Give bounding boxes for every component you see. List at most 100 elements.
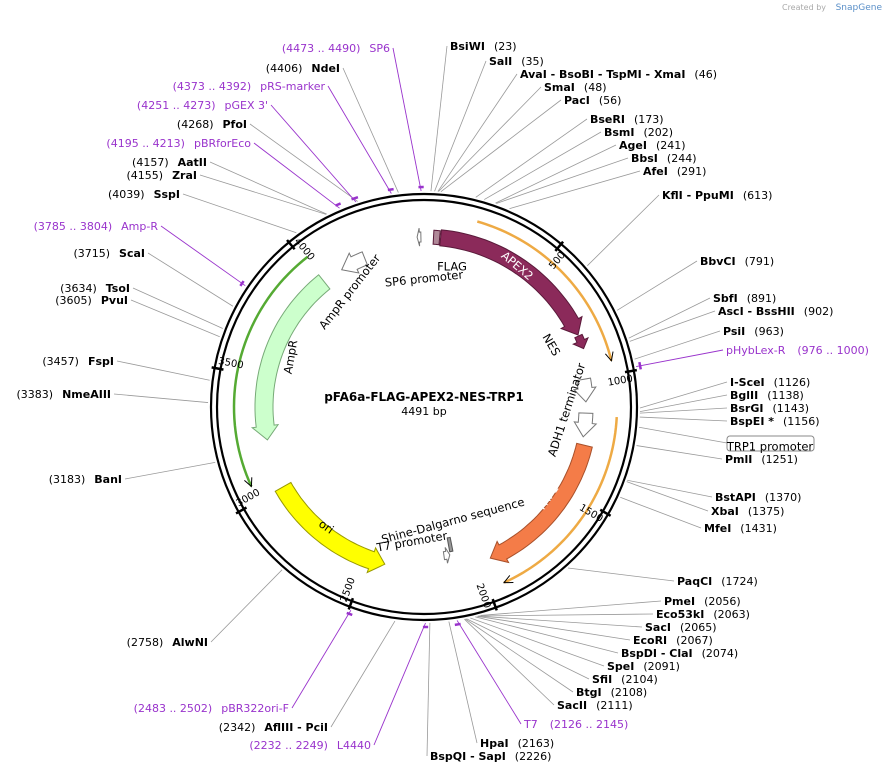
site-leader — [426, 622, 431, 757]
tick-label: 500 — [547, 250, 568, 272]
feature-label: TRP1 promoter — [726, 440, 814, 454]
feature-arrow — [572, 333, 589, 350]
tick-label: 1000 — [607, 374, 634, 389]
primer-leader — [373, 622, 426, 746]
site-label: (4406) NdeI — [266, 62, 340, 75]
site-name: BtgI — [576, 686, 602, 699]
site-name: PvuI — [101, 294, 128, 307]
site-label: AscI - BssHII (902) — [718, 305, 833, 318]
site-leader — [484, 131, 602, 200]
site-leader — [330, 620, 396, 728]
site-name: KflI - PpuMI — [662, 189, 734, 202]
site-label: PmlI (1251) — [725, 453, 798, 466]
site-label: BseRI (173) — [590, 113, 664, 126]
site-label: (3605) PvuI — [55, 294, 128, 307]
orf-arc — [476, 220, 613, 362]
site-label: PsiI (963) — [723, 325, 784, 338]
feature-arrow — [439, 229, 583, 336]
orf-arc — [232, 255, 309, 487]
credit-prefix: Created by — [782, 3, 826, 12]
site-label: SacII (2111) — [557, 699, 633, 712]
site-position: (2758) — [127, 636, 164, 649]
feature-arrow — [274, 481, 386, 574]
site-position: (1251) — [761, 453, 798, 466]
site-position: (23) — [494, 40, 517, 53]
site-name: BanI — [94, 473, 122, 486]
site-name: SacII — [557, 699, 587, 712]
site-name: PmeI — [664, 595, 695, 608]
site-position: (613) — [743, 189, 773, 202]
site-name: BstAPI — [715, 491, 756, 504]
site-label: (4268) PfoI — [177, 118, 247, 131]
feature-label: NES — [540, 331, 564, 358]
site-name: BbvCI — [700, 255, 736, 268]
primer-label: (2483 .. 2502) pBR322ori-F — [134, 702, 289, 715]
site-label: (3634) TsoI — [60, 282, 130, 295]
primer-range: (2483 .. 2502) — [134, 702, 213, 715]
site-name: AvaI - BsoBI - TspMI - XmaI — [520, 68, 685, 81]
site-label: BbvCI (791) — [700, 255, 774, 268]
primer-label: (4195 .. 4213) pBRforEco — [106, 137, 251, 150]
feature-arrow — [442, 547, 451, 564]
site-label: (3715) ScaI — [73, 247, 145, 260]
site-name: BspEI * — [730, 415, 774, 428]
site-position: (1156) — [783, 415, 820, 428]
feature-leader — [638, 426, 728, 444]
site-leader — [626, 481, 709, 512]
primer-label: (4373 .. 4392) pRS-marker — [173, 80, 326, 93]
site-leader — [620, 496, 702, 529]
site-name: BglII — [730, 389, 758, 402]
site-position: (4039) — [108, 188, 145, 201]
site-leader — [639, 394, 728, 413]
site-label: XbaI (1375) — [711, 505, 784, 518]
site-name: BsiWI — [450, 40, 485, 53]
site-label: EcoRI (2067) — [633, 634, 713, 647]
site-position: (241) — [656, 139, 686, 152]
primer-mark — [351, 195, 359, 201]
site-label: (3383) NmeAIII — [17, 388, 112, 401]
site-position: (3183) — [49, 473, 86, 486]
site-leader — [210, 569, 283, 643]
site-leader — [639, 416, 728, 422]
site-name: AfeI — [643, 165, 668, 178]
site-name: SalI — [489, 55, 512, 68]
feature-label: AmpR — [281, 339, 301, 375]
feature-label: ADH1 terminator — [545, 361, 589, 458]
backbone-outer — [209, 192, 639, 622]
site-leader — [470, 617, 605, 667]
site-label: (3183) BanI — [49, 473, 122, 486]
site-position: (1431) — [740, 522, 777, 535]
primer-name: pHybLex-R — [726, 344, 786, 357]
site-label: (2342) AflIII - PciI — [219, 721, 328, 734]
site-position: (2091) — [643, 660, 680, 673]
site-position: (3383) — [17, 388, 54, 401]
site-position: (1138) — [767, 389, 804, 402]
primer-label: (2232 .. 2249) L4440 — [249, 739, 371, 752]
site-position: (4155) — [127, 169, 164, 182]
site-leader — [587, 194, 660, 266]
primer-leader — [291, 609, 352, 709]
site-position: (3634) — [60, 282, 97, 295]
site-name: NdeI — [311, 62, 340, 75]
site-name: BspDI - ClaI — [621, 647, 693, 660]
primer-range: (2126 .. 2145) — [550, 718, 629, 731]
site-label: SbfI (891) — [713, 292, 776, 305]
site-position: (1375) — [748, 505, 785, 518]
site-label: BbsI (244) — [631, 152, 697, 165]
site-name: ScaI — [119, 247, 145, 260]
tick-label: 3500 — [217, 356, 244, 371]
site-label: HpaI (2163) — [480, 737, 554, 750]
site-leader — [567, 567, 675, 582]
site-position: (2065) — [680, 621, 717, 634]
site-label: (4155) ZraI — [127, 169, 198, 182]
site-name: ZraI — [172, 169, 197, 182]
primer-leader — [327, 85, 392, 194]
site-leader — [480, 600, 662, 616]
orf-arc — [503, 416, 618, 584]
primer-name: Amp-R — [121, 220, 158, 233]
site-name: PacI — [564, 94, 590, 107]
site-position: (2342) — [219, 721, 256, 734]
site-position: (2111) — [596, 699, 633, 712]
site-leader — [477, 615, 631, 641]
site-label: KflI - PpuMI (613) — [662, 189, 772, 202]
